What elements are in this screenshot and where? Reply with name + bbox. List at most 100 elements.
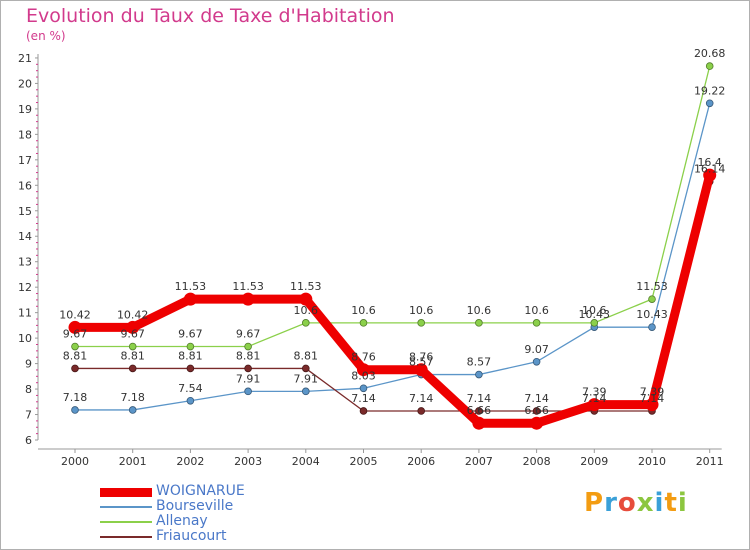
x-tick-label: 2003	[234, 455, 262, 468]
x-tick-label: 2009	[580, 455, 608, 468]
data-label-allenay: 11.53	[636, 280, 668, 293]
data-label-woignarue: 10.42	[59, 308, 91, 321]
point-woignarue	[587, 398, 601, 412]
point-allenay	[590, 319, 599, 327]
point-woignarue	[68, 320, 82, 334]
x-tick-label: 2005	[350, 455, 378, 468]
data-label-allenay: 9.67	[120, 328, 145, 341]
data-label-bourseville: 9.07	[524, 343, 549, 356]
point-friaucourt	[244, 364, 252, 373]
data-label-friaucourt: 7.14	[582, 392, 607, 405]
y-tick-label: 18	[18, 128, 32, 141]
x-tick-label: 2011	[696, 455, 724, 468]
logo-letter: P	[584, 488, 605, 518]
legend-swatch-bourseville	[100, 506, 152, 508]
y-tick-label: 21	[18, 52, 32, 65]
axes: 6 7 8 9 10 11 12 13 14 15 16 17 18 19 20 21 2000 2001 2002…	[18, 52, 724, 468]
legend-swatch-friaucourt	[100, 536, 152, 538]
data-label-bourseville: 7.54	[178, 382, 203, 395]
x-tick-label: 2002	[176, 455, 204, 468]
series-line-allenay	[75, 65, 711, 348]
point-woignarue	[241, 292, 255, 306]
data-label-allenay: 10.6	[409, 304, 434, 317]
point-bourseville	[532, 358, 541, 366]
series-woignarue	[68, 168, 717, 430]
point-bourseville	[475, 370, 483, 379]
data-label-friaucourt: 8.81	[120, 349, 145, 362]
data-label-woignarue: 7.39	[582, 386, 607, 399]
logo-letter: i	[654, 488, 665, 518]
logo-letter: t	[664, 488, 678, 518]
chart-title: Evolution du Taux de Taxe d'Habitation	[26, 5, 395, 27]
point-woignarue	[414, 363, 428, 377]
y-tick-label: 12	[18, 281, 32, 294]
legend-label-bourseville: Bourseville	[156, 498, 234, 514]
logo-letter: x	[636, 488, 655, 518]
data-label-friaucourt: 7.14	[640, 392, 665, 405]
data-label-allenay: 10.6	[582, 304, 607, 317]
data-label-friaucourt: 8.81	[294, 349, 319, 362]
point-friaucourt	[417, 407, 426, 415]
logo-letter: i	[677, 488, 688, 518]
x-tick-label: 2001	[119, 455, 147, 468]
data-label-bourseville: 7.91	[294, 372, 319, 385]
data-label-woignarue: 6.66	[467, 404, 492, 417]
legend-label-woignarue: WOIGNARUE	[156, 483, 245, 499]
data-label-bourseville: 8.57	[467, 356, 492, 369]
point-bourseville	[71, 406, 79, 414]
y-tick-label: 15	[18, 205, 32, 218]
point-allenay	[417, 319, 426, 327]
data-label-allenay: 20.68	[694, 47, 726, 60]
y-axis-unit-label: (en %)	[26, 29, 66, 43]
point-allenay	[705, 62, 714, 70]
point-friaucourt	[128, 364, 137, 373]
data-label-bourseville: 19.22	[694, 84, 726, 97]
data-label-woignarue: 11.53	[175, 280, 207, 293]
series-line-woignarue	[75, 174, 715, 428]
data-label-friaucourt: 16.14	[694, 163, 726, 176]
y-tick-label: 17	[18, 154, 32, 167]
point-bourseville	[128, 406, 137, 414]
x-tick-label: 2004	[292, 455, 320, 468]
data-label-woignarue: 11.53	[232, 280, 264, 293]
point-allenay	[301, 319, 310, 327]
y-tick-label: 19	[18, 103, 32, 116]
point-allenay	[128, 342, 137, 351]
y-tick-label: 6	[25, 434, 32, 447]
point-woignarue	[645, 398, 659, 412]
point-friaucourt	[71, 364, 79, 373]
data-label-allenay: 10.6	[351, 304, 376, 317]
point-friaucourt	[532, 407, 541, 415]
point-friaucourt	[359, 407, 368, 415]
legend-label-allenay: Allenay	[156, 513, 208, 529]
data-label-bourseville: 10.43	[579, 308, 611, 321]
data-label-allenay: 9.67	[63, 328, 88, 341]
series-line-friaucourt	[75, 181, 711, 412]
data-label-friaucourt: 7.14	[467, 392, 492, 405]
x-tick-label: 2010	[638, 455, 666, 468]
point-friaucourt	[301, 364, 310, 373]
data-label-bourseville: 7.18	[120, 391, 145, 404]
legend-label-friaucourt: Friaucourt	[156, 528, 227, 544]
data-label-bourseville: 8.03	[351, 369, 376, 382]
data-label-friaucourt: 7.14	[524, 392, 549, 405]
data-label-allenay: 9.67	[236, 328, 261, 341]
y-tick-label: 9	[25, 358, 32, 371]
series-layer	[68, 62, 717, 430]
point-woignarue	[357, 363, 370, 377]
data-label-allenay: 10.6	[294, 304, 319, 317]
point-woignarue	[299, 292, 313, 306]
point-woignarue	[703, 168, 717, 182]
y-tick-label: 8	[25, 383, 32, 396]
point-allenay	[475, 319, 483, 327]
y-tick-label: 20	[18, 77, 32, 90]
point-woignarue	[126, 320, 140, 334]
data-label-friaucourt: 7.14	[409, 392, 434, 405]
point-allenay	[648, 295, 656, 303]
data-label-allenay: 9.67	[178, 328, 203, 341]
data-label-friaucourt: 8.81	[63, 349, 88, 362]
proxiti-logo: Proxiti	[584, 488, 688, 518]
x-tick-label: 2008	[523, 455, 551, 468]
point-bourseville	[301, 387, 310, 396]
